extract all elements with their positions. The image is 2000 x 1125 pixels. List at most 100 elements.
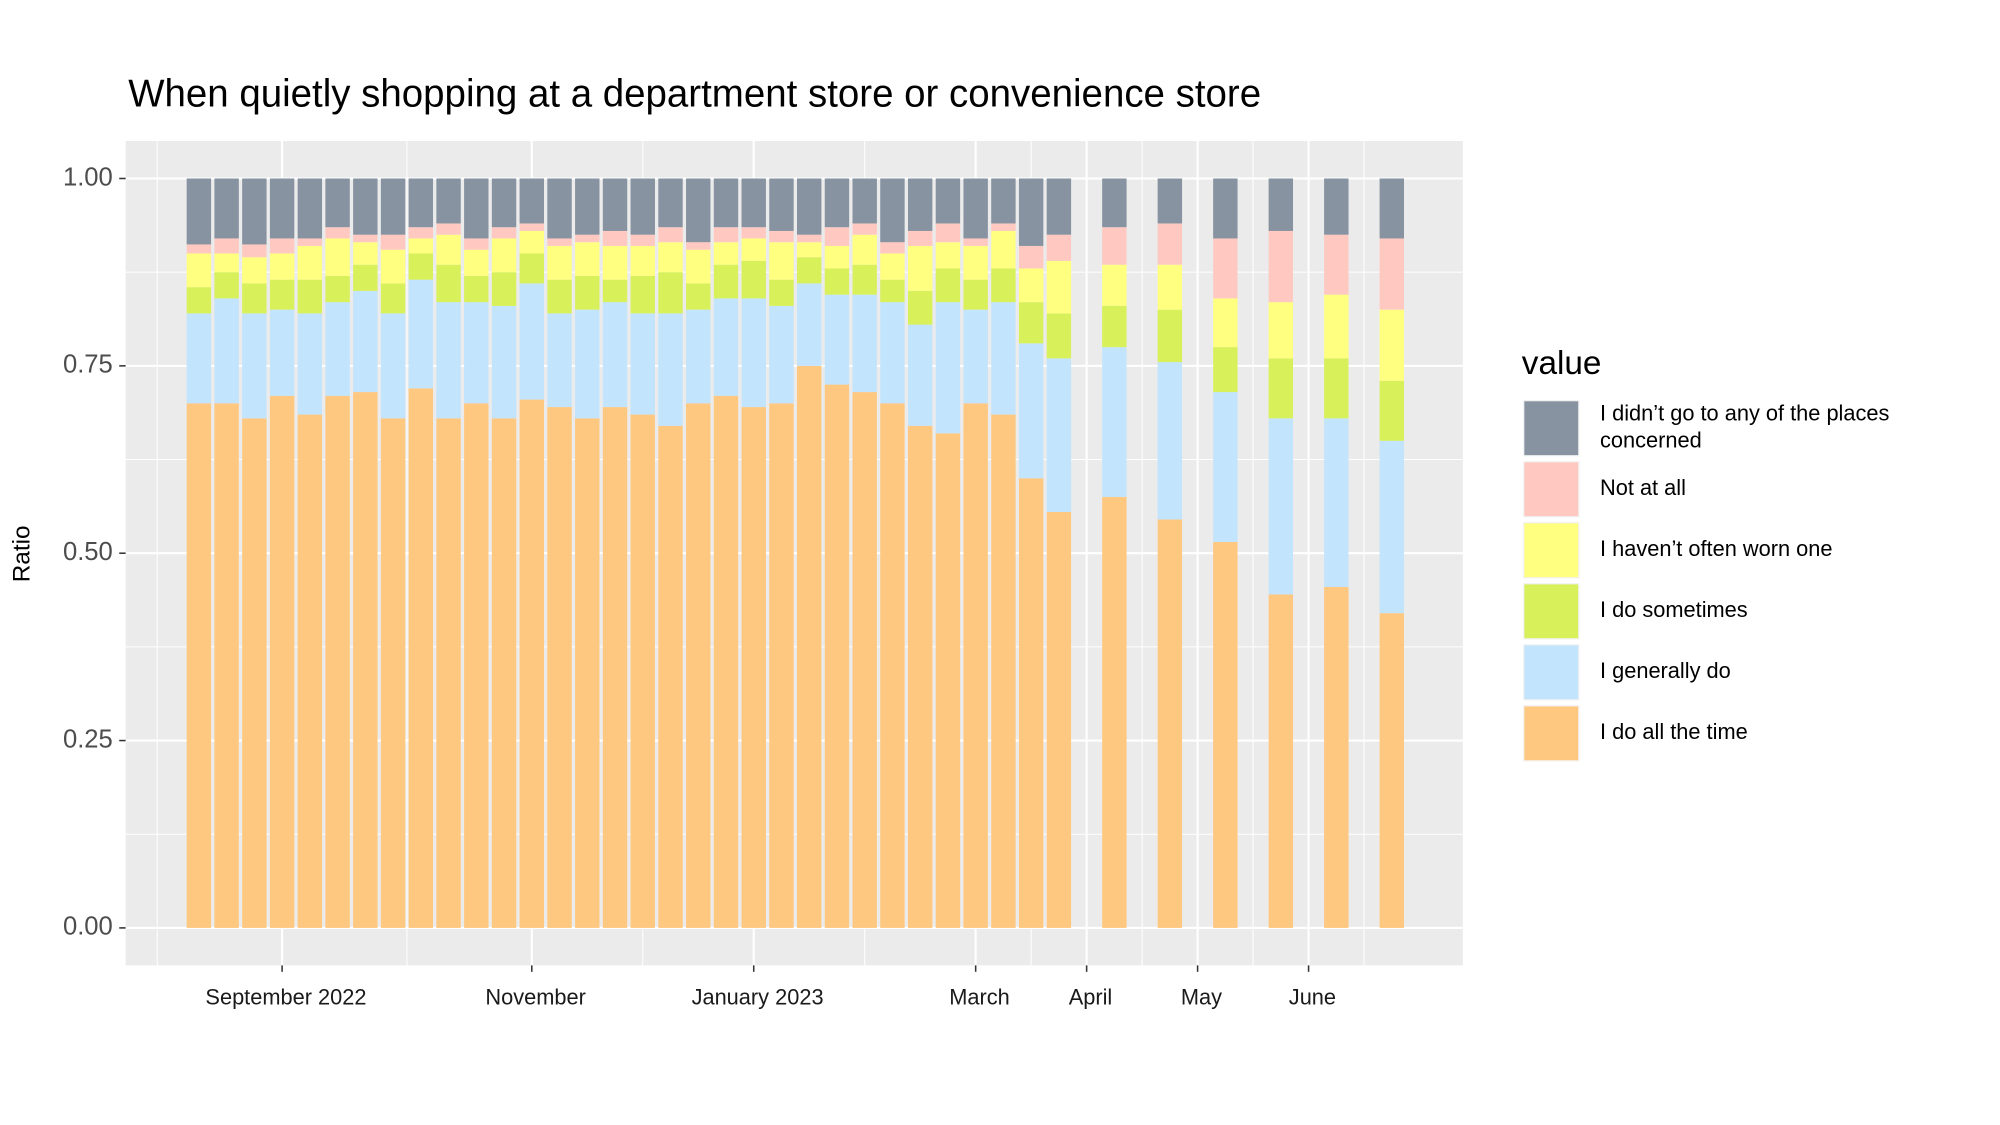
bar-segment xyxy=(824,227,850,246)
bar-segment xyxy=(907,178,933,231)
bar-segment xyxy=(963,309,988,404)
bar-segment xyxy=(824,294,850,385)
bar-segment xyxy=(658,272,683,314)
bar-segment xyxy=(963,403,988,928)
bar-segment xyxy=(1379,613,1405,928)
bar-segment xyxy=(1018,343,1044,479)
bar-segment xyxy=(1018,178,1044,246)
bar-segment xyxy=(242,178,267,245)
bar-segment xyxy=(436,264,461,303)
bar-segment xyxy=(1379,178,1405,239)
bar-segment xyxy=(297,414,323,928)
bar-segment xyxy=(1157,362,1183,520)
bar-segment xyxy=(880,178,905,243)
bar-segment xyxy=(686,283,711,310)
bar-segment xyxy=(186,253,212,288)
bar-segment xyxy=(686,403,711,928)
bar-segment xyxy=(963,279,988,310)
bar-segment xyxy=(963,178,988,239)
legend-label: I do sometimes xyxy=(1600,597,1748,622)
bar-segment xyxy=(491,272,517,306)
bar-segment xyxy=(1102,496,1127,928)
y-tick-label: 1.00 xyxy=(63,163,113,191)
legend-label-line: I didn’t go to any of the places xyxy=(1600,400,1890,425)
bar-segment xyxy=(242,244,267,258)
bar-segment xyxy=(769,305,794,404)
bar-segment xyxy=(547,245,572,280)
bar-segment xyxy=(658,178,683,228)
bar-segment xyxy=(1213,298,1238,348)
bar-segment xyxy=(935,302,961,434)
bar-segment xyxy=(880,279,905,303)
legend-label: I generally do xyxy=(1600,658,1731,683)
y-tick-label: 0.75 xyxy=(63,351,113,379)
bar-segment xyxy=(713,178,739,228)
bar-segment xyxy=(242,257,267,284)
bar-segment xyxy=(408,279,434,389)
bar-segment xyxy=(991,223,1016,231)
bar-segment xyxy=(630,414,655,928)
legend-label: I do all the time xyxy=(1600,719,1748,744)
bar-segment xyxy=(491,305,517,419)
bar-segment xyxy=(491,227,517,239)
bar-segment xyxy=(1046,234,1072,261)
bar-segment xyxy=(1213,347,1238,393)
bar-segment xyxy=(1102,305,1127,348)
bar-segment xyxy=(464,302,489,404)
bar-segment xyxy=(686,309,711,404)
bar-segment xyxy=(907,290,933,325)
bar-segment xyxy=(297,238,323,246)
bar-segment xyxy=(769,403,794,928)
bar-segment xyxy=(242,313,267,419)
bar-segment xyxy=(852,264,877,295)
y-axis-label: Ratio xyxy=(9,525,36,582)
bar-segment xyxy=(547,178,572,239)
bar-segment xyxy=(713,395,739,928)
bar-segment xyxy=(1324,586,1349,928)
bar-segment xyxy=(186,313,212,404)
x-tick-label: January 2023 xyxy=(692,984,824,1009)
bar-segment xyxy=(907,245,933,291)
bar-segment xyxy=(353,178,378,235)
bar-segment xyxy=(630,245,655,276)
bar-segment xyxy=(769,279,794,306)
bar-segment xyxy=(935,178,961,224)
bar-segment xyxy=(1379,309,1405,381)
bar-segment xyxy=(214,403,239,928)
bar-segment xyxy=(797,242,822,258)
legend-title: value xyxy=(1522,345,1602,382)
bar-segment xyxy=(325,178,350,228)
bar-segment xyxy=(242,418,267,928)
bar-segment xyxy=(658,242,683,273)
bar-segment xyxy=(575,275,600,310)
bar-segment xyxy=(630,178,655,235)
bar-segment xyxy=(963,238,988,246)
bar-segment xyxy=(713,264,739,299)
bar-segment xyxy=(380,283,406,314)
bar-segment xyxy=(991,268,1016,303)
bar-segment xyxy=(1324,358,1349,419)
bar-segment xyxy=(907,425,933,928)
bar-segment xyxy=(380,178,406,235)
bar-segment xyxy=(464,238,489,250)
legend-swatch xyxy=(1524,462,1579,517)
bar-segment xyxy=(797,365,822,928)
bar-segment xyxy=(1324,178,1349,235)
bar-segment xyxy=(963,245,988,280)
x-tick-label: April xyxy=(1069,984,1113,1009)
bar-segment xyxy=(630,234,655,246)
bar-segment xyxy=(380,313,406,419)
bar-segment xyxy=(214,253,239,273)
bar-segment xyxy=(575,418,600,928)
bar-segment xyxy=(769,230,794,243)
bar-segment xyxy=(464,249,489,276)
bar-segment xyxy=(1268,178,1294,231)
bar-segment xyxy=(1157,519,1183,928)
legend-label: I didn’t go to any of the places concerne… xyxy=(1600,400,1890,452)
bar-segment xyxy=(1102,264,1127,306)
bar-segment xyxy=(186,244,212,254)
bar-segment xyxy=(1157,309,1183,363)
x-tick-label: June xyxy=(1289,984,1336,1009)
bar-segment xyxy=(436,418,461,928)
